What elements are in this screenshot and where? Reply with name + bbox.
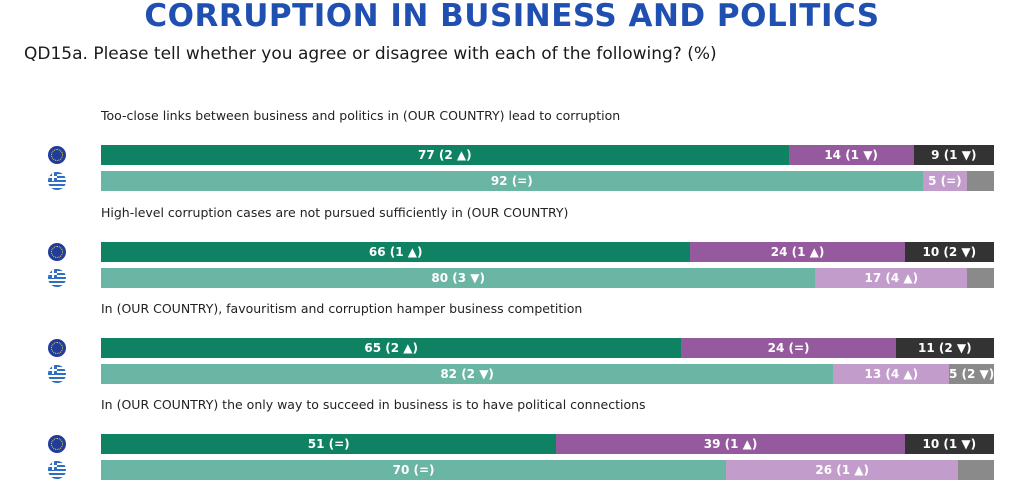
- eu-bar-row: 77 (2 ▲) 14 (1 ▼) 9 (1 ▼): [101, 145, 994, 165]
- eu-bar-row: 66 (1 ▲) 24 (1 ▲) 10 (2 ▼): [101, 242, 994, 262]
- gr-agree-segment: 92 (=): [101, 171, 923, 191]
- gr-disagree-segment: 26 (1 ▲): [726, 460, 959, 480]
- greece-flag-icon: [48, 269, 66, 287]
- eu-flag-icon: [48, 146, 66, 164]
- eu-disagree-segment: 24 (=): [681, 338, 896, 358]
- gr-agree-segment: 80 (3 ▼): [101, 268, 816, 288]
- eu-flag-icon: [48, 435, 66, 453]
- greece-flag-icon: [48, 172, 66, 190]
- eu-agree-segment: 51 (=): [101, 434, 557, 454]
- gr-dont-know-segment: [958, 460, 994, 480]
- statement-label: In (OUR COUNTRY), favouritism and corrup…: [101, 301, 583, 316]
- gr-bar-row: 80 (3 ▼) 17 (4 ▲): [101, 268, 994, 288]
- gr-disagree-segment: 17 (4 ▲): [815, 268, 968, 288]
- gr-bar-row: 70 (=) 26 (1 ▲): [101, 460, 994, 480]
- eu-dont-know-segment: 10 (1 ▼): [904, 434, 994, 454]
- eu-agree-segment: 65 (2 ▲): [101, 338, 682, 358]
- eu-flag-icon: [48, 243, 66, 261]
- greece-flag-icon: [48, 461, 66, 479]
- eu-disagree-segment: 39 (1 ▲): [556, 434, 905, 454]
- eu-agree-segment: 66 (1 ▲): [101, 242, 691, 262]
- eu-agree-segment: 77 (2 ▲): [101, 145, 789, 165]
- gr-disagree-segment: 13 (4 ▲): [833, 364, 950, 384]
- gr-agree-segment: 82 (2 ▼): [101, 364, 834, 384]
- statement-label: Too-close links between business and pol…: [101, 108, 621, 123]
- gr-disagree-segment: 5 (=): [922, 171, 968, 191]
- greece-flag-icon: [48, 365, 66, 383]
- eu-bar-row: 51 (=) 39 (1 ▲) 10 (1 ▼): [101, 434, 994, 454]
- question-text: QD15a. Please tell whether you agree or …: [24, 44, 717, 64]
- gr-dont-know-segment: [967, 171, 994, 191]
- statement-label: In (OUR COUNTRY) the only way to succeed…: [101, 397, 646, 412]
- gr-bar-row: 82 (2 ▼) 13 (4 ▲) 5 (2 ▼): [101, 364, 994, 384]
- gr-dont-know-segment: [967, 268, 994, 288]
- gr-dont-know-segment: 5 (2 ▼): [949, 364, 994, 384]
- eu-disagree-segment: 14 (1 ▼): [788, 145, 914, 165]
- gr-bar-row: 92 (=) 5 (=): [101, 171, 994, 191]
- eu-dont-know-segment: 11 (2 ▼): [895, 338, 994, 358]
- statement-label: High-level corruption cases are not purs…: [101, 205, 569, 220]
- chart-title: CORRUPTION IN BUSINESS AND POLITICS: [144, 0, 880, 34]
- eu-dont-know-segment: 10 (2 ▼): [904, 242, 994, 262]
- eu-dont-know-segment: 9 (1 ▼): [913, 145, 994, 165]
- eu-bar-row: 65 (2 ▲) 24 (=) 11 (2 ▼): [101, 338, 994, 358]
- gr-agree-segment: 70 (=): [101, 460, 727, 480]
- eu-flag-icon: [48, 339, 66, 357]
- eu-disagree-segment: 24 (1 ▲): [690, 242, 905, 262]
